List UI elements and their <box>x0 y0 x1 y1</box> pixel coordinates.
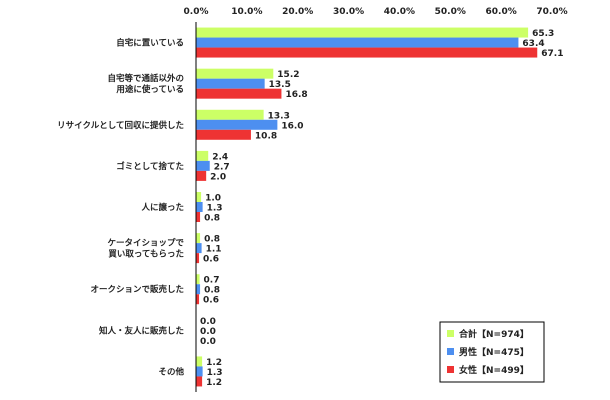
data-label: 65.3 <box>532 29 554 39</box>
bar <box>196 284 201 295</box>
x-tick-label: 20.0% <box>282 7 313 17</box>
data-label: 16.0 <box>281 121 303 131</box>
data-label: 13.3 <box>268 111 290 121</box>
bar <box>196 47 538 58</box>
x-tick-label: 60.0% <box>486 7 517 17</box>
category-label: 知人・友人に販売した <box>99 325 184 336</box>
bars <box>196 27 538 387</box>
category-label: 買い取ってもらった <box>108 249 184 260</box>
bar <box>196 27 529 38</box>
data-label: 15.2 <box>277 70 299 80</box>
data-label: 2.7 <box>214 162 230 172</box>
data-label: 0.0 <box>200 327 216 337</box>
bar <box>196 109 264 120</box>
data-label: 0.8 <box>204 235 220 245</box>
bar <box>196 243 202 254</box>
data-label: 0.6 <box>203 296 219 306</box>
legend-label: 女性【N=499】 <box>459 364 529 376</box>
bar <box>196 129 251 140</box>
category-labels: 自宅に置いている自宅等で通話以外の用途に使っているリサイクルとして回収に提供した… <box>57 38 184 378</box>
legend-label: 合計【N=974】 <box>459 328 529 340</box>
data-label: 13.5 <box>269 80 291 90</box>
category-label: 用途に使っている <box>115 84 184 95</box>
legend-box <box>439 321 545 383</box>
bar <box>196 356 203 367</box>
bar <box>196 202 203 212</box>
x-tick-label: 40.0% <box>384 7 415 17</box>
data-label: 0.8 <box>204 214 220 224</box>
data-label: 1.3 <box>207 204 223 214</box>
legend: 合計【N=974】男性【N=475】女性【N=499】 <box>439 321 545 383</box>
x-tick-label: 0.0% <box>184 7 209 17</box>
x-axis-tick-labels: 0.0% 10.0% 20.0% 30.0% 40.0% 50.0% 60.0% 70.0% <box>184 7 568 17</box>
category-label: 自宅等で通話以外の <box>107 73 184 84</box>
bar <box>196 160 210 171</box>
category-label: ケータイショップで <box>107 238 184 249</box>
bar <box>196 68 274 79</box>
bar <box>196 150 209 161</box>
data-label: 10.8 <box>255 131 277 141</box>
legend-label: 男性【N=475】 <box>459 346 529 358</box>
data-label: 1.2 <box>206 358 222 368</box>
category-label: オークションで販売した <box>90 284 184 295</box>
data-label: 1.3 <box>207 368 223 378</box>
x-tick-label: 10.0% <box>231 7 262 17</box>
data-label: 0.8 <box>204 286 220 296</box>
data-label: 1.2 <box>206 378 222 388</box>
category-label: リサイクルとして回収に提供した <box>57 120 184 131</box>
bar <box>196 212 201 222</box>
bar <box>196 366 203 377</box>
data-label: 67.1 <box>541 49 563 59</box>
data-labels: 65.363.467.115.213.516.813.316.010.82.42… <box>200 29 563 388</box>
bar <box>196 294 200 305</box>
data-label: 0.6 <box>203 255 219 265</box>
data-label: 2.4 <box>212 152 228 162</box>
data-label: 1.1 <box>206 245 222 255</box>
legend-swatch <box>447 348 454 355</box>
bar <box>196 192 202 202</box>
x-tick-label: 70.0% <box>536 7 567 17</box>
bar <box>196 233 201 244</box>
x-tick-label: 50.0% <box>435 7 466 17</box>
bar <box>196 37 519 48</box>
bar <box>196 88 282 99</box>
legend-swatch <box>447 330 454 337</box>
category-label: 人に譲った <box>141 202 184 213</box>
data-label: 2.0 <box>210 172 226 182</box>
x-tick-label: 30.0% <box>333 7 364 17</box>
data-label: 16.8 <box>285 90 307 100</box>
category-label: その他 <box>158 366 184 377</box>
bar <box>196 376 203 387</box>
legend-swatch <box>447 366 454 373</box>
bar <box>196 253 200 264</box>
data-label: 0.7 <box>204 276 220 286</box>
data-label: 0.0 <box>200 337 216 347</box>
bar <box>196 274 200 285</box>
bar <box>196 78 265 89</box>
category-label: 自宅に置いている <box>116 38 184 49</box>
data-label: 63.4 <box>522 39 544 49</box>
bar <box>196 170 207 181</box>
bar <box>196 119 278 130</box>
category-label: ゴミとして捨てた <box>116 161 184 172</box>
data-label: 1.0 <box>205 194 221 204</box>
data-label: 0.0 <box>200 317 216 327</box>
